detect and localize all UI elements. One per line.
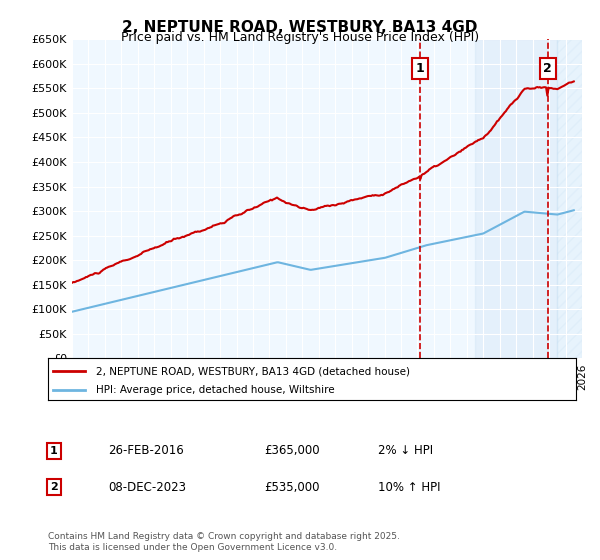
Text: 2, NEPTUNE ROAD, WESTBURY, BA13 4GD (detached house): 2, NEPTUNE ROAD, WESTBURY, BA13 4GD (det… [95, 366, 410, 376]
Bar [475, 39, 557, 358]
Text: HPI: Average price, detached house, Wiltshire: HPI: Average price, detached house, Wilt… [95, 385, 334, 395]
Text: £365,000: £365,000 [264, 444, 320, 458]
Text: 10% ↑ HPI: 10% ↑ HPI [378, 480, 440, 494]
Text: 08-DEC-2023: 08-DEC-2023 [108, 480, 186, 494]
Text: 2: 2 [50, 482, 58, 492]
Text: £535,000: £535,000 [264, 480, 320, 494]
Text: 26-FEB-2016: 26-FEB-2016 [108, 444, 184, 458]
Text: Contains HM Land Registry data © Crown copyright and database right 2025.
This d: Contains HM Land Registry data © Crown c… [48, 532, 400, 552]
Text: 1: 1 [416, 62, 424, 75]
Text: 2, NEPTUNE ROAD, WESTBURY, BA13 4GD: 2, NEPTUNE ROAD, WESTBURY, BA13 4GD [122, 20, 478, 35]
Text: 1: 1 [50, 446, 58, 456]
Text: Price paid vs. HM Land Registry's House Price Index (HPI): Price paid vs. HM Land Registry's House … [121, 31, 479, 44]
Text: 2% ↓ HPI: 2% ↓ HPI [378, 444, 433, 458]
Bar [557, 39, 582, 358]
Text: 2: 2 [544, 62, 552, 75]
